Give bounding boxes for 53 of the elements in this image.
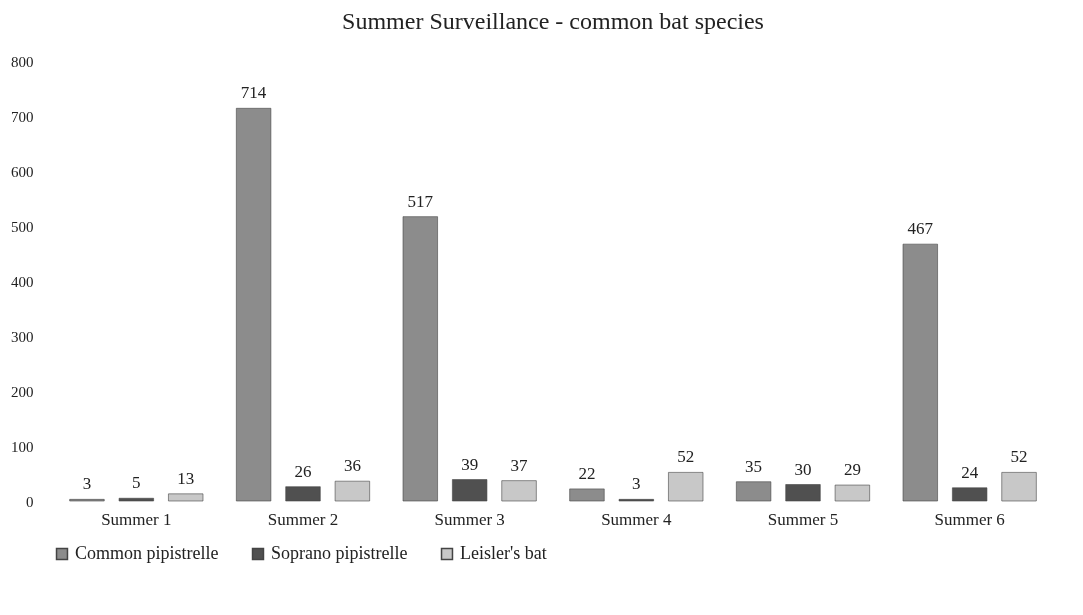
- data-label: 39: [461, 454, 479, 474]
- data-label: 37: [510, 455, 529, 475]
- bar: [785, 484, 821, 502]
- bar: [285, 486, 321, 502]
- chart-title: Summer Surveillance - common bat species: [342, 8, 764, 34]
- x-tick-label: Summer 3: [434, 509, 505, 529]
- data-label: 3: [82, 474, 92, 494]
- y-tick-label: 500: [11, 218, 34, 235]
- data-label: 26: [294, 461, 312, 481]
- y-tick-label: 700: [11, 108, 34, 125]
- bar: [236, 108, 272, 502]
- data-label: 517: [407, 191, 434, 211]
- data-label: 35: [745, 456, 763, 476]
- data-label: 52: [677, 447, 695, 467]
- bar: [334, 480, 370, 502]
- data-label: 467: [907, 219, 934, 239]
- x-tick-label: Summer 2: [267, 509, 339, 529]
- x-tick-label: Summer 6: [934, 509, 1005, 529]
- x-tick-label: Summer 4: [601, 509, 673, 529]
- bar: [1001, 472, 1037, 502]
- data-label: 36: [343, 456, 361, 476]
- legend-label: Leisler's bat: [460, 543, 547, 563]
- y-tick-label: 200: [11, 383, 34, 400]
- data-label: 29: [843, 460, 861, 480]
- legend-label: Common pipistrelle: [75, 543, 219, 563]
- bar: [668, 472, 704, 502]
- y-tick-label: 100: [11, 438, 34, 455]
- bar: [736, 481, 772, 502]
- legend-label: Soprano pipistrelle: [271, 543, 408, 563]
- y-tick-label: 600: [11, 163, 34, 180]
- bar: [452, 479, 488, 502]
- bar: [168, 493, 204, 502]
- data-label: 30: [794, 459, 812, 479]
- data-label: 714: [240, 83, 267, 103]
- y-tick-label: 0: [26, 493, 34, 510]
- bar: [402, 216, 438, 502]
- bar: [902, 243, 938, 502]
- data-label: 52: [1010, 447, 1028, 467]
- data-label: 3: [632, 474, 641, 494]
- bar: [834, 484, 870, 502]
- bar: [569, 488, 605, 502]
- data-label: 22: [578, 463, 596, 483]
- bar: [501, 480, 537, 502]
- bar: [118, 497, 154, 502]
- x-tick-label: Summer 5: [767, 509, 839, 529]
- data-label: 13: [177, 468, 195, 488]
- y-tick-label: 400: [11, 273, 34, 290]
- bar: [952, 487, 988, 502]
- x-tick-label: Summer 1: [101, 509, 172, 529]
- data-label: 5: [132, 473, 141, 493]
- y-tick-label: 800: [11, 53, 34, 70]
- y-tick-label: 300: [11, 328, 34, 345]
- data-label: 24: [961, 462, 979, 482]
